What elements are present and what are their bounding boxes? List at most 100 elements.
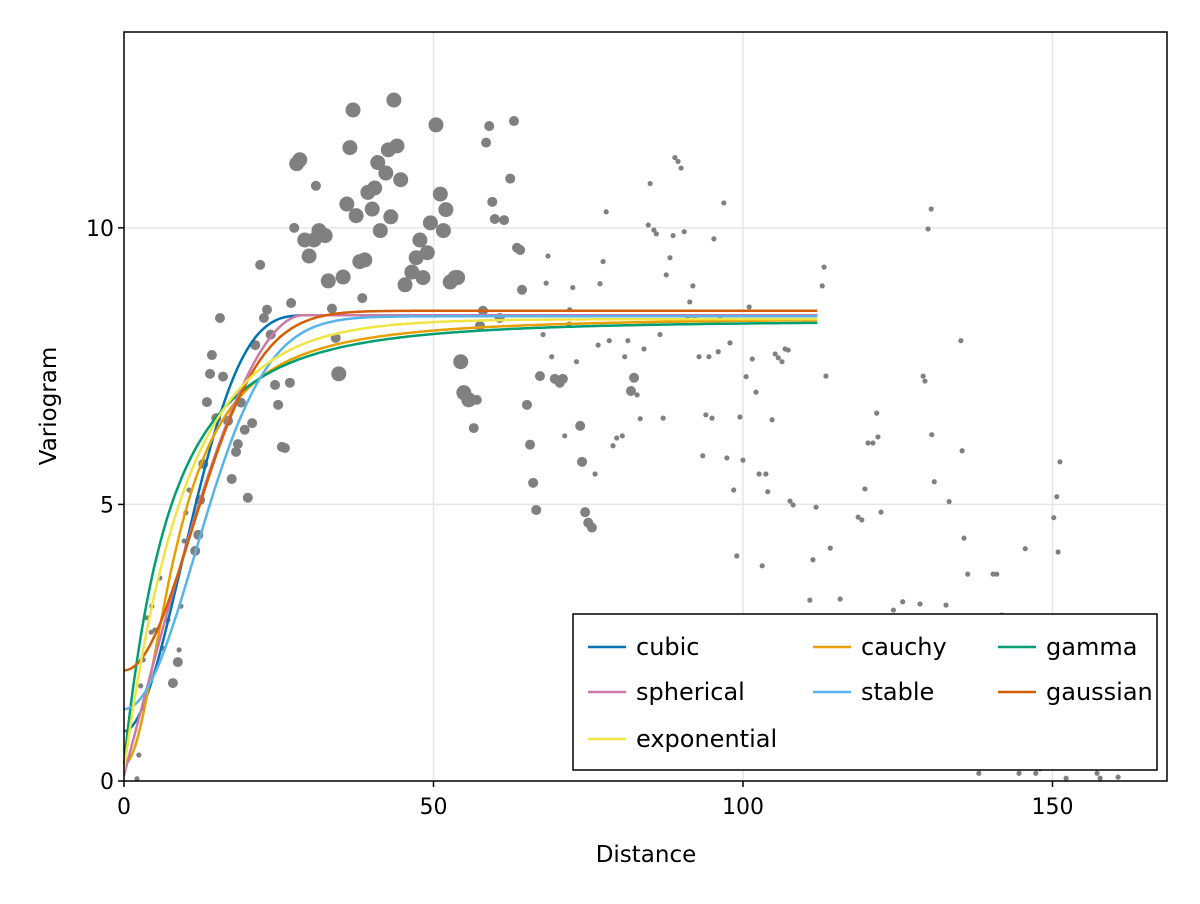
- data-point: [471, 394, 482, 405]
- data-point: [261, 304, 272, 315]
- data-point: [606, 338, 612, 344]
- data-point: [629, 372, 640, 383]
- data-point: [878, 509, 884, 515]
- data-point: [958, 338, 964, 344]
- data-point: [232, 439, 243, 450]
- exponential-curve: [122, 317, 818, 771]
- data-point: [397, 277, 413, 293]
- axis-ticks: 0 50 100 150 0 5 10: [86, 217, 1073, 820]
- data-point: [487, 196, 498, 207]
- data-point: [681, 229, 687, 235]
- data-point: [890, 607, 897, 613]
- data-point: [415, 270, 431, 286]
- data-point: [819, 283, 825, 289]
- data-point: [525, 439, 536, 450]
- data-point: [943, 602, 949, 608]
- data-point: [667, 255, 673, 261]
- data-point: [614, 435, 620, 441]
- y-tick-label: 10: [86, 217, 114, 242]
- data-point: [920, 373, 926, 379]
- data-point: [242, 492, 253, 503]
- data-point: [1115, 774, 1121, 780]
- data-point: [790, 502, 796, 508]
- data-point: [461, 392, 477, 408]
- data-point: [753, 389, 759, 395]
- data-point: [468, 423, 479, 434]
- data-point: [653, 231, 659, 237]
- data-point: [700, 453, 706, 459]
- data-point: [508, 116, 519, 127]
- data-point: [138, 683, 144, 689]
- data-point: [422, 215, 438, 231]
- data-point: [660, 415, 666, 421]
- data-point: [528, 477, 539, 488]
- data-point: [715, 349, 721, 355]
- y-tick-label: 5: [100, 493, 114, 518]
- data-point: [320, 273, 336, 289]
- y-tick-label: 0: [100, 770, 114, 795]
- data-point: [549, 354, 555, 360]
- data-point: [709, 415, 715, 421]
- data-point: [205, 368, 216, 379]
- data-point: [859, 517, 865, 523]
- data-point: [453, 354, 469, 370]
- data-point: [727, 340, 733, 346]
- data-point: [562, 433, 568, 439]
- data-point: [286, 298, 297, 309]
- data-point: [404, 264, 420, 280]
- x-tick-label: 0: [117, 795, 131, 820]
- data-point: [900, 599, 906, 605]
- data-point: [672, 154, 678, 161]
- data-point: [687, 299, 693, 305]
- stable-curve: [123, 315, 818, 711]
- data-point: [326, 303, 337, 314]
- data-point: [1016, 770, 1022, 776]
- data-point: [357, 293, 368, 304]
- data-point: [821, 264, 827, 270]
- data-point: [481, 137, 492, 148]
- data-point: [925, 226, 931, 232]
- data-point: [1063, 775, 1069, 781]
- data-point: [370, 155, 386, 171]
- data-point: [711, 236, 717, 242]
- data-point: [651, 227, 657, 233]
- data-point: [721, 200, 727, 206]
- data-point: [218, 371, 229, 382]
- data-point: [1097, 775, 1103, 781]
- data-point: [813, 504, 819, 510]
- data-point: [419, 245, 435, 261]
- data-point: [570, 284, 576, 291]
- data-point: [378, 165, 394, 181]
- data-point: [335, 269, 351, 285]
- data-point: [543, 280, 549, 286]
- data-point: [450, 270, 466, 286]
- data-point: [772, 351, 778, 357]
- data-point: [731, 487, 737, 493]
- data-point: [622, 354, 628, 360]
- data-point: [136, 752, 142, 758]
- data-point: [779, 359, 785, 365]
- data-point: [637, 416, 643, 422]
- legend-box: [572, 613, 1158, 771]
- data-point: [489, 213, 500, 224]
- data-point: [959, 448, 965, 454]
- data-point: [292, 152, 308, 168]
- data-point: [931, 479, 937, 485]
- data-point: [862, 486, 868, 492]
- data-point: [364, 201, 380, 217]
- data-point: [763, 471, 769, 477]
- data-point: [610, 443, 616, 449]
- data-point: [917, 601, 923, 607]
- data-point: [1033, 770, 1039, 776]
- data-point: [663, 272, 669, 278]
- data-point: [575, 420, 586, 431]
- data-point: [255, 259, 266, 270]
- data-point: [706, 354, 712, 360]
- data-point: [769, 417, 775, 423]
- data-point: [1094, 770, 1100, 776]
- data-point: [645, 222, 651, 228]
- x-tick-label: 150: [1031, 795, 1073, 820]
- data-point: [746, 304, 752, 310]
- gaussian-curve: [123, 309, 818, 672]
